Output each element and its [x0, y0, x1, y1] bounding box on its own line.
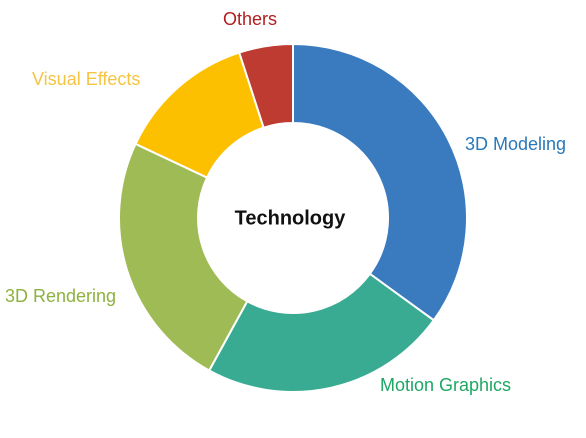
slice-label: 3D Rendering: [5, 286, 116, 306]
donut-slice: [207, 272, 436, 393]
slice-label: Others: [223, 9, 277, 29]
donut-slice: [237, 42, 294, 129]
center-label: Technology: [235, 207, 347, 229]
slice-label: 3D Modeling: [465, 134, 566, 154]
slice-label: Motion Graphics: [380, 375, 511, 395]
donut-slice: [118, 142, 249, 372]
donut-slice: [292, 42, 468, 322]
slice-label: Visual Effects: [32, 69, 140, 89]
